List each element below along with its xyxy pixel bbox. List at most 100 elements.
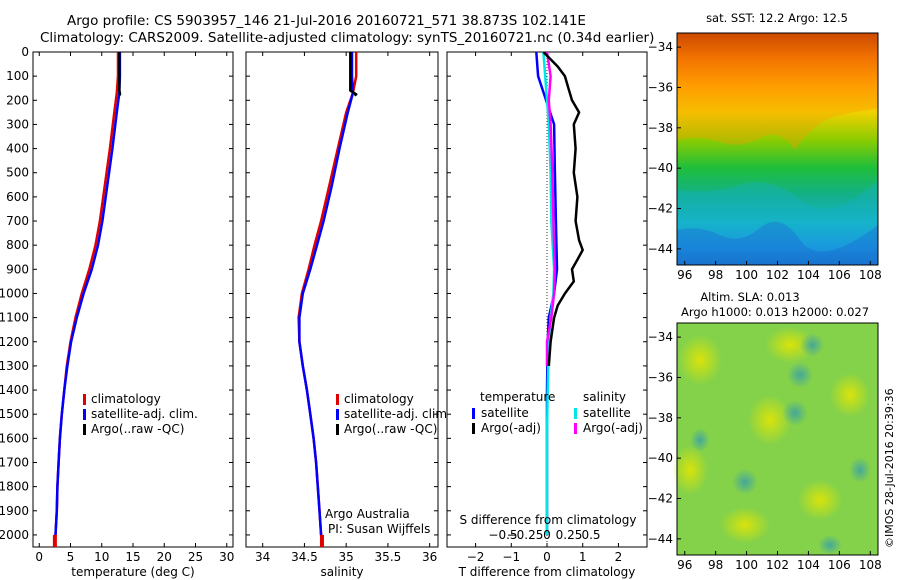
map-x-tick-label: 108	[859, 558, 882, 572]
series-line-s-argo-adj	[545, 52, 557, 366]
x-tick-label: 34	[255, 550, 270, 564]
map-x-tick-label: 104	[797, 268, 820, 282]
sla-title-line2: Argo h1000: 0.013 h2000: 0.027	[681, 305, 869, 319]
difference-series	[535, 52, 584, 535]
figure-title-line1: Argo profile: CS 5903957_146 21-Jul-2016…	[67, 13, 586, 29]
map-y-tick-label: −34	[648, 40, 673, 54]
map-y-tick-label: −36	[648, 80, 673, 94]
difference-y-ticks	[447, 51, 647, 536]
x-tick-label: 15	[125, 550, 140, 564]
map-y-tick-label: −38	[648, 411, 673, 425]
salinity-x-label: salinity	[320, 565, 363, 579]
legend-label: Argo(..raw -QC)	[91, 422, 184, 436]
imos-credit: ©IMOS 28-Jul-2016 20:39:36	[883, 388, 896, 548]
depth-tick-label: 1700	[0, 455, 29, 469]
legend-temperature-title: temperature	[480, 390, 555, 404]
legend-swatch	[574, 423, 577, 434]
map-x-tick-label: 106	[828, 268, 851, 282]
figure-title-line2: Climatology: CARS2009. Satellite-adjuste…	[40, 30, 654, 46]
legend-label: satellite-adj. clim.	[91, 407, 198, 421]
series-line-satellite-adj-clim	[54, 52, 122, 535]
temperature-plot-frame	[32, 51, 234, 548]
x-tick-label: 1	[579, 550, 587, 564]
series-line-argo-raw-qc	[349, 52, 358, 97]
x-tick-label: 35.5	[375, 550, 402, 564]
legend-swatch	[574, 408, 577, 419]
x-tick-label: 30	[219, 550, 234, 564]
climatology-bottom-marker	[52, 534, 57, 547]
sla-title-line1: Altim. SLA: 0.013	[700, 290, 799, 304]
x-tick-label: 36	[422, 550, 437, 564]
depth-tick-label: 1900	[0, 504, 29, 518]
map-y-tick-label: −44	[648, 242, 673, 256]
legend-swatch	[83, 409, 86, 420]
depth-tick-label: 0	[21, 45, 29, 59]
x-tick-label: 0	[35, 550, 43, 564]
x-tick-label: −2	[467, 550, 485, 564]
temperature-series	[52, 52, 122, 547]
map-x-tick-label: 100	[735, 268, 758, 282]
legend-salinity-title: salinity	[583, 390, 626, 404]
map-y-tick-label: −36	[648, 370, 673, 384]
depth-tick-label: 1800	[0, 480, 29, 494]
sst-map-title: sat. SST: 12.2 Argo: 12.5	[706, 11, 848, 25]
difference-panel: −2 −1 0 1 2 temperature salinitysatelliteArgo…	[446, 51, 648, 579]
sst-map-panel: sat. SST: 12.2 Argo: 12.5 96 98 100 102 104 1…	[648, 11, 882, 282]
s-difference-label: S difference from climatology	[460, 513, 637, 527]
map-y-tick-label: −42	[648, 492, 673, 506]
legend-swatch	[83, 394, 86, 405]
s-tick-label: 0	[543, 528, 551, 542]
sla-map-axes: 96 98 100 102 104 106 108 −34 −36 −38 −40 −42 −44	[648, 330, 882, 572]
climatology-bottom-marker	[319, 534, 324, 547]
map-x-tick-label: 106	[828, 558, 851, 572]
map-x-tick-label: 98	[708, 268, 723, 282]
s-tick-label: 0.25	[556, 528, 583, 542]
map-x-tick-label: 96	[677, 268, 692, 282]
temperature-panel: 0100200300400500600700800900100011001200…	[0, 45, 234, 579]
argo-australia-note: Argo Australia	[325, 507, 410, 521]
depth-tick-label: 1000	[0, 286, 29, 300]
series-line-argo-raw-qc	[118, 52, 122, 96]
depth-tick-label: 700	[6, 214, 29, 228]
map-y-tick-label: −40	[648, 451, 673, 465]
sst-map-image	[677, 33, 878, 265]
x-tick-label: 25	[188, 550, 203, 564]
map-y-tick-label: −34	[648, 330, 673, 344]
depth-tick-label: 600	[6, 190, 29, 204]
map-y-tick-label: −42	[648, 202, 673, 216]
map-x-tick-label: 102	[766, 268, 789, 282]
depth-axis: 0 100 200 300 400 500 600 700 800 900 1000 1100 1200…	[0, 45, 233, 542]
pi-note: PI: Susan Wijffels	[328, 522, 430, 536]
difference-legend: temperature salinitysatelliteArgo(-adj)sa…	[472, 390, 643, 435]
legend-label: satellite	[583, 406, 631, 420]
legend-swatch	[83, 424, 86, 435]
series-line-t-argo-adj	[542, 52, 584, 366]
legend-swatch	[472, 408, 475, 419]
depth-tick-label: 1200	[0, 335, 29, 349]
x-tick-label: 34.5	[291, 550, 318, 564]
legend-label: Argo(-adj)	[481, 421, 541, 435]
depth-tick-label: 2000	[0, 528, 29, 542]
series-line-satellite-adj-clim	[298, 52, 355, 535]
legend-swatch	[336, 394, 339, 405]
x-tick-label: 2	[615, 550, 623, 564]
t-difference-label: T difference from climatology	[458, 565, 636, 579]
map-x-tick-label: 100	[735, 558, 758, 572]
s-difference-tick-labels: −0.5−0.25 0 0.25 0.5	[488, 528, 600, 542]
map-x-tick-label: 102	[766, 558, 789, 572]
map-x-tick-label: 104	[797, 558, 820, 572]
legend-label: satellite-adj. clim.	[344, 407, 451, 421]
temperature-x-label: temperature (deg C)	[71, 565, 194, 579]
legend-label: satellite	[481, 406, 529, 420]
s-tick-label: −0.25	[507, 528, 544, 542]
s-tick-label: −0.5	[488, 528, 517, 542]
map-x-tick-label: 108	[859, 268, 882, 282]
x-tick-label: 10	[94, 550, 109, 564]
x-tick-label: 5	[67, 550, 75, 564]
legend-label: Argo(-adj)	[583, 421, 643, 435]
temperature-x-axis: 0 5 10 15 20 25 30	[35, 52, 234, 564]
salinity-series	[297, 52, 358, 547]
